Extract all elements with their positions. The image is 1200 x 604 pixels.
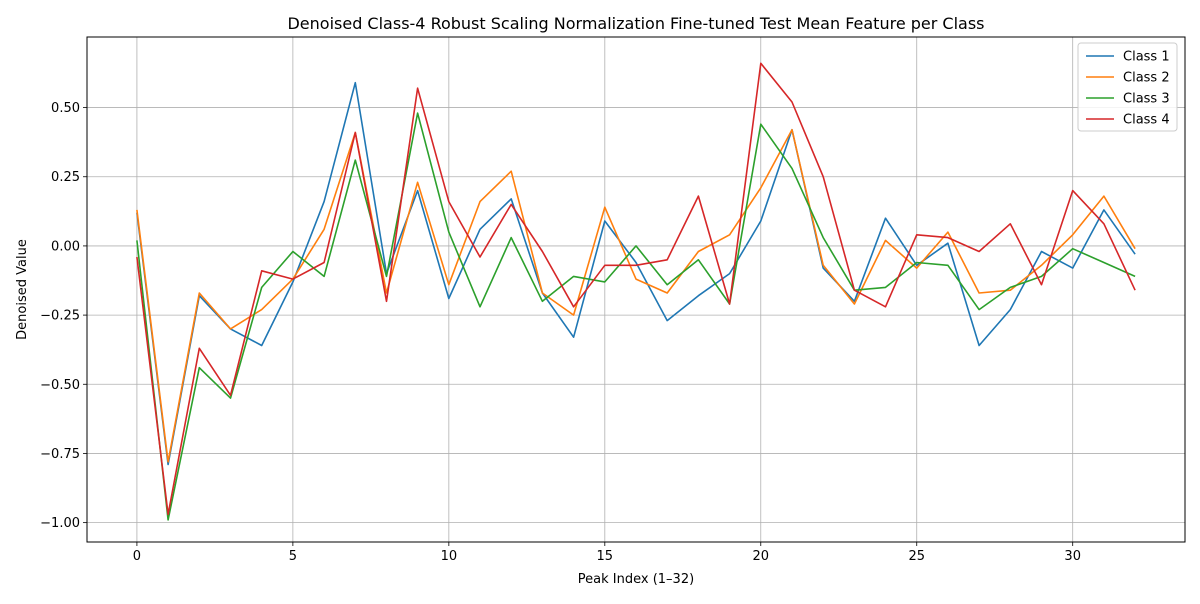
series-line-class-3 — [136, 112, 1136, 521]
y-tick-label: −0.50 — [40, 378, 80, 393]
series-line-class-4 — [136, 62, 1136, 516]
y-axis-label: Denoised Value — [15, 239, 30, 340]
x-axis-label: Peak Index (1–32) — [578, 572, 694, 587]
x-tick-label: 25 — [908, 549, 925, 564]
ticks-layer: 0 5 10 15 20 25 30 −1.00 −0.75 −0.50 −0.25 0.00 0.25… — [40, 101, 1081, 564]
grid-layer — [87, 37, 1185, 542]
y-tick-label: 0.25 — [51, 170, 80, 185]
legend-label-class-1: Class 1 — [1123, 50, 1170, 65]
y-tick-label: −0.75 — [40, 447, 80, 462]
x-tick-label: 20 — [752, 549, 769, 564]
y-tick-label: −0.25 — [40, 309, 80, 324]
series-line-class-1 — [136, 81, 1136, 466]
plot-frame — [86, 36, 1186, 543]
x-tick-label: 0 — [133, 549, 141, 564]
legend-label-class-4: Class 4 — [1123, 113, 1170, 128]
legend-box — [1077, 42, 1178, 132]
chart-title: Denoised Class-4 Robust Scaling Normaliz… — [287, 14, 984, 33]
legend-label-class-2: Class 2 — [1123, 71, 1170, 86]
legend: Class 1 Class 2 Class 3 Class 4 — [1077, 42, 1178, 132]
x-tick-label: 30 — [1064, 549, 1081, 564]
x-tick-label: 15 — [597, 549, 614, 564]
series-layer — [136, 62, 1136, 521]
legend-label-class-3: Class 3 — [1123, 92, 1170, 107]
y-tick-label: 0.00 — [51, 239, 80, 254]
y-tick-label: 0.50 — [51, 101, 80, 116]
x-tick-label: 5 — [289, 549, 297, 564]
x-tick-label: 10 — [441, 549, 458, 564]
series-line-class-2 — [136, 128, 1136, 463]
y-tick-label: −1.00 — [40, 516, 80, 531]
